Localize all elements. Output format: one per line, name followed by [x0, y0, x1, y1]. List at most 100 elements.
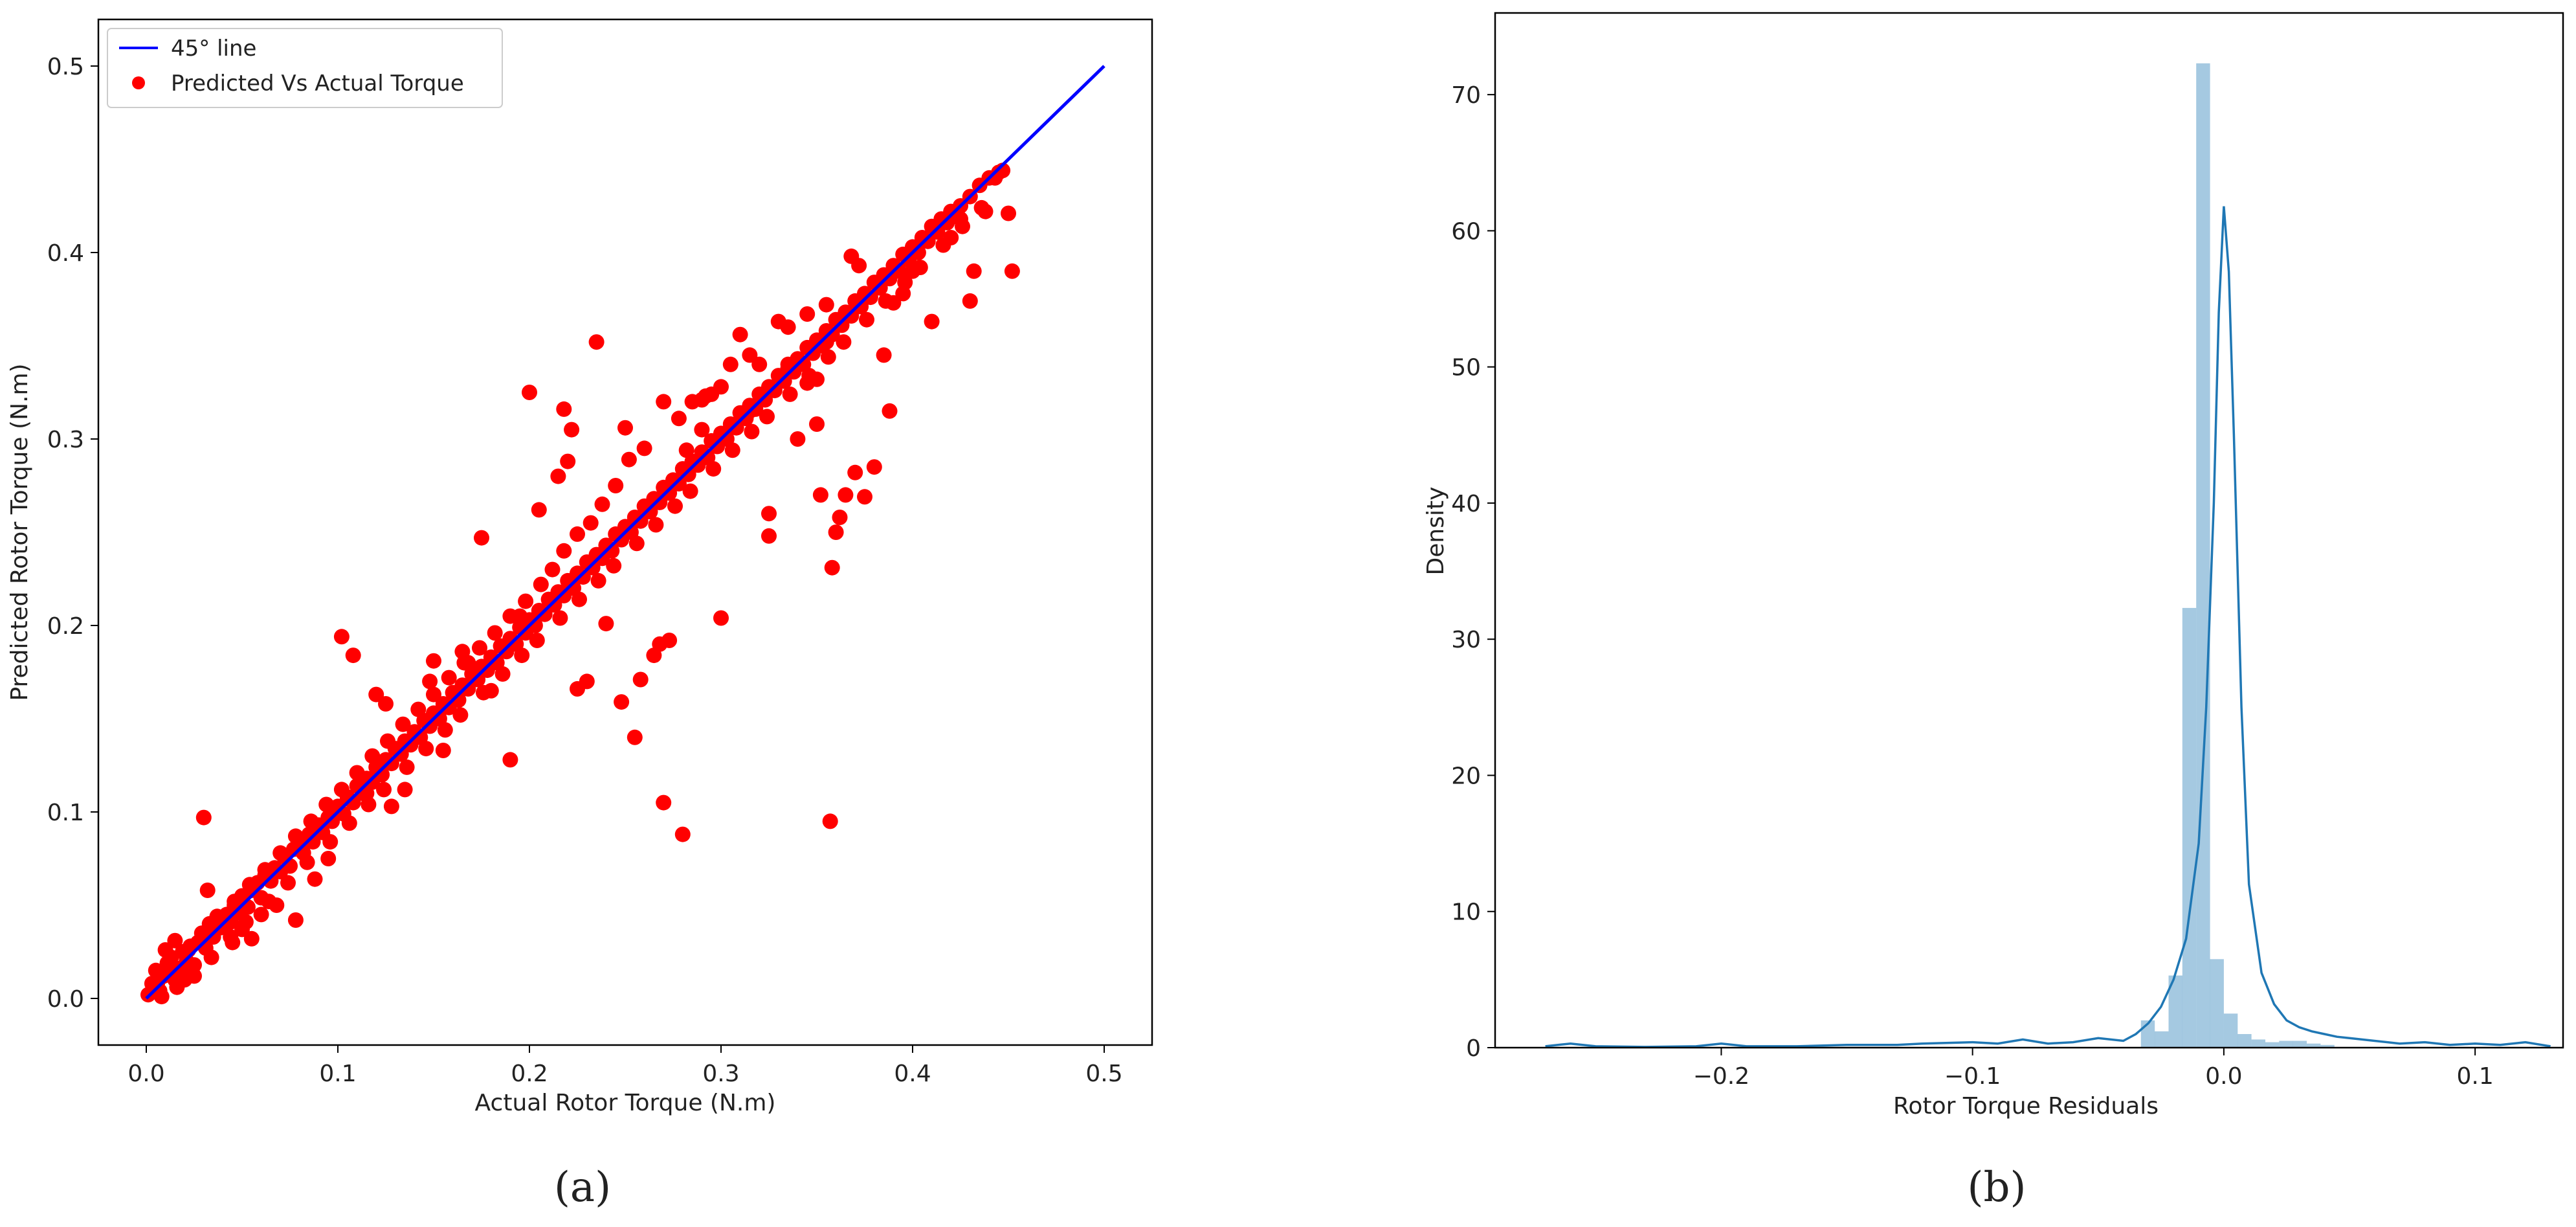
scatter-point [533, 576, 549, 592]
scatter-point [552, 610, 568, 626]
scatter-y-ticks: 0.0 0.1 0.2 0.3 0.4 0.5 [47, 54, 98, 1013]
scatter-point [724, 442, 740, 458]
y-tick-label: 0.5 [47, 54, 84, 80]
scatter-point [694, 392, 710, 408]
scatter-point [474, 530, 489, 546]
scatter-point [203, 949, 219, 965]
scatter-point [678, 442, 694, 458]
scatter-point [682, 483, 698, 499]
scatter-point [399, 759, 415, 775]
scatter-point [661, 485, 678, 501]
scatter-point [674, 826, 691, 842]
scatter-point [349, 765, 365, 781]
scatter-point [361, 796, 377, 813]
scatter-point [809, 416, 825, 432]
scatter-point [812, 487, 828, 503]
scatter-point [472, 640, 487, 656]
x-tick-label: 0.4 [894, 1061, 931, 1087]
scatter-point [575, 569, 591, 585]
histogram-bar [2251, 1039, 2265, 1048]
scatter-point [307, 871, 323, 887]
scatter-point [722, 356, 738, 372]
histogram-bar [2223, 1013, 2238, 1048]
scatter-point [397, 782, 413, 798]
x-tick-label: 0.5 [1085, 1061, 1122, 1087]
scatter-x-axis-title: Actual Rotor Torque (N.m) [475, 1090, 776, 1116]
scatter-point [757, 392, 773, 408]
scatter-point [598, 616, 614, 632]
histogram-axes-frame [1494, 12, 2564, 1049]
scatter-point [632, 513, 649, 529]
y-tick-label: 0.2 [47, 613, 84, 640]
scatter-point [299, 854, 315, 870]
scatter-point [1001, 205, 1016, 221]
scatter-point [383, 798, 399, 815]
scatter-point [588, 334, 605, 350]
x-tick-label: 0.0 [128, 1061, 164, 1087]
scatter-point [866, 459, 882, 475]
scatter-point [556, 401, 572, 417]
scatter-point [935, 237, 951, 253]
y-tick-label: 0.3 [47, 427, 84, 453]
scatter-point [380, 733, 395, 749]
scatter-point [378, 696, 394, 712]
scatter-point [606, 557, 622, 574]
scatter-point [621, 451, 637, 467]
scatter-point [544, 561, 561, 578]
scatter-point [776, 373, 792, 389]
y-tick-label: 60 [1451, 218, 1481, 245]
y-tick-label: 0.1 [47, 800, 84, 826]
scatter-point [487, 625, 503, 641]
scatter-point [238, 914, 254, 930]
scatter-point [862, 289, 878, 306]
scatter-point [694, 422, 710, 438]
scatter-point [456, 655, 472, 671]
scatter-point [832, 510, 848, 525]
scatter-point [223, 929, 239, 945]
scatter-point [766, 383, 783, 399]
scatter-point [667, 498, 683, 514]
scatter-point [1004, 263, 1020, 279]
scatter-point [790, 431, 806, 447]
scatter-point [514, 647, 530, 664]
scatter-point [531, 502, 547, 518]
scatter-point [287, 828, 304, 844]
scatter-point [257, 862, 273, 878]
scatter-point [261, 894, 277, 910]
scatter-point [818, 297, 834, 313]
scatter-point [376, 782, 392, 798]
scatter-point [590, 572, 606, 589]
scatter-point [671, 411, 687, 427]
scatter-point [570, 526, 585, 542]
scatter-point [280, 875, 296, 891]
scatter-point [897, 275, 913, 291]
scatter-x-ticks: 0.0 0.1 0.2 0.3 0.4 0.5 [128, 1045, 1123, 1087]
x-tick-label: 0.2 [511, 1061, 548, 1087]
scatter-point [556, 543, 572, 559]
scatter-point [820, 349, 836, 365]
scatter-point [169, 979, 185, 995]
scatter-point [518, 593, 534, 609]
scatter-point [410, 701, 427, 717]
scatter-point [518, 618, 534, 633]
scatter-point [184, 964, 200, 980]
histogram-bar [2320, 1044, 2335, 1048]
scatter-point [713, 379, 729, 395]
scatter-point [799, 306, 816, 322]
x-tick-label: 0.0 [2205, 1063, 2242, 1090]
scatter-point [435, 743, 451, 758]
scatter-point [836, 334, 852, 350]
scatter-point [594, 496, 610, 512]
forty-five-degree-line [145, 65, 1105, 1000]
scatter-point [322, 834, 339, 850]
scatter-panel: 0.0 0.1 0.2 0.3 0.4 0.5 0.0 0.1 0.2 0.3 0.4 0.5 Ac… [6, 18, 1153, 1211]
scatter-point [824, 559, 840, 576]
legend-label-predicted-vs-actual: Predicted Vs Actual Torque [171, 71, 464, 96]
scatter-point [287, 912, 304, 928]
scatter-point [973, 199, 990, 216]
scatter-point [253, 906, 269, 923]
scatter-point [426, 653, 441, 669]
scatter-point [713, 610, 729, 626]
y-tick-label: 0.0 [47, 986, 84, 1013]
